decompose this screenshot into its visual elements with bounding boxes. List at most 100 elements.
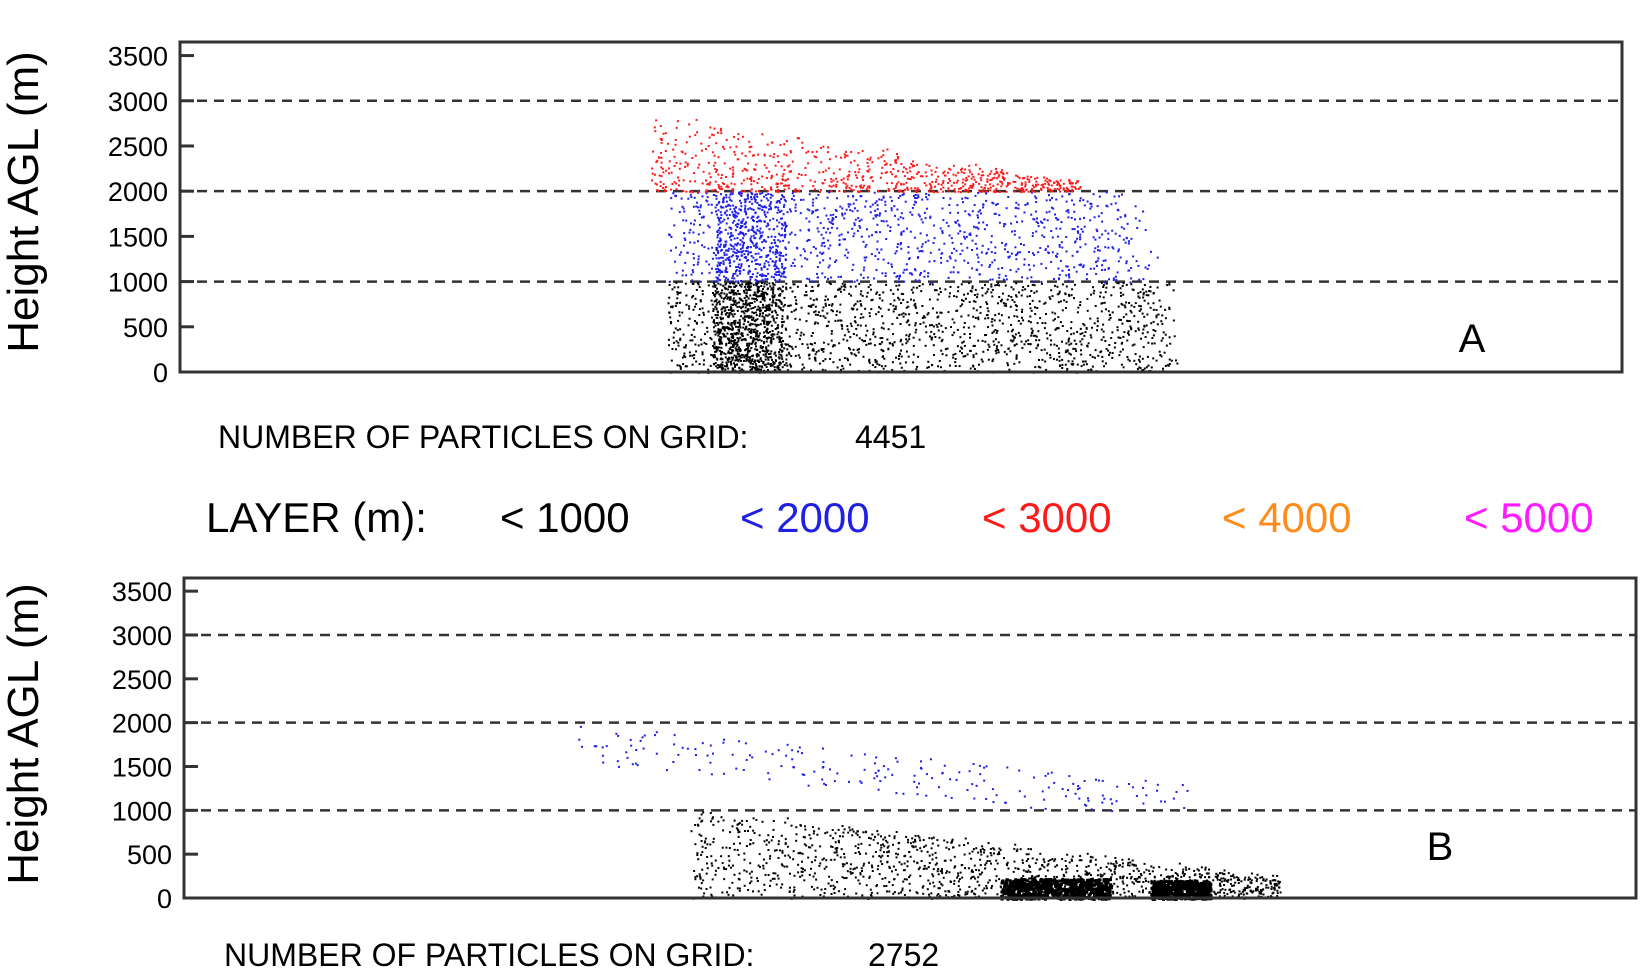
- particle-point: [748, 360, 751, 363]
- particle-point: [858, 225, 861, 227]
- particle-point: [1029, 315, 1032, 318]
- particle-point: [826, 151, 829, 154]
- particle-point: [994, 246, 997, 249]
- particle-point: [918, 338, 921, 341]
- particle-point: [801, 146, 804, 149]
- particle-point: [941, 330, 944, 333]
- particle-point: [929, 324, 931, 327]
- particle-point: [902, 170, 905, 173]
- particle-point: [739, 272, 741, 275]
- particle-point: [700, 216, 703, 219]
- particle-point: [1079, 327, 1082, 330]
- particle-point: [1121, 285, 1124, 287]
- particle-point: [856, 209, 859, 212]
- particle-point: [963, 322, 966, 324]
- particle-point: [693, 172, 695, 175]
- particle-point: [747, 229, 750, 232]
- particle-point: [737, 282, 740, 284]
- particle-point: [1116, 271, 1119, 274]
- particle-point: [805, 294, 808, 297]
- particle-point: [1096, 329, 1099, 332]
- particle-point: [854, 321, 857, 324]
- particle-point: [879, 307, 882, 310]
- particle-point: [761, 349, 764, 352]
- particle-point: [1030, 176, 1033, 179]
- particle-point: [727, 247, 730, 250]
- particle-point: [681, 356, 684, 359]
- particle-point: [957, 211, 959, 214]
- particle-point: [981, 339, 984, 342]
- particle-point: [1094, 305, 1097, 307]
- particle-point: [1035, 197, 1038, 200]
- particle-point: [991, 324, 994, 327]
- particle-point: [976, 296, 979, 299]
- particle-point: [730, 248, 733, 251]
- particle-point: [982, 221, 985, 224]
- particle-point: [717, 183, 720, 186]
- particle-point: [845, 208, 848, 211]
- particle-point: [717, 270, 720, 273]
- particle-point: [1101, 360, 1104, 363]
- particle-point: [836, 197, 838, 200]
- particle-point: [755, 319, 757, 322]
- particle-point: [767, 272, 770, 275]
- particle-point: [739, 348, 742, 350]
- particle-point: [780, 332, 783, 334]
- particle-point: [705, 888, 708, 890]
- particle-point: [841, 212, 844, 215]
- particle-point: [1041, 358, 1044, 361]
- particle-point: [743, 253, 746, 256]
- particle-point: [849, 209, 852, 212]
- particle-point: [998, 284, 1001, 287]
- particle-point: [779, 368, 782, 371]
- particle-point: [1235, 876, 1238, 879]
- particle-point: [749, 304, 751, 307]
- particle-point: [994, 338, 997, 341]
- particle-point: [742, 317, 745, 320]
- particle-point: [740, 263, 743, 266]
- particle-point: [1033, 186, 1036, 189]
- particle-point: [1013, 362, 1016, 365]
- particle-point: [651, 167, 654, 170]
- particle-point: [757, 178, 760, 180]
- particle-point: [1005, 243, 1008, 246]
- particle-point: [1127, 890, 1130, 893]
- particle-point: [992, 184, 995, 187]
- particle-point: [838, 358, 841, 361]
- particle-point: [718, 346, 721, 349]
- particle-point: [1049, 199, 1051, 202]
- particle-point: [1018, 188, 1021, 191]
- particle-point: [880, 846, 883, 849]
- particle-point: [1029, 877, 1032, 880]
- particle-point: [1104, 340, 1107, 342]
- particle-point: [684, 356, 687, 358]
- particle-point: [727, 232, 730, 235]
- particle-point: [938, 360, 941, 362]
- particle-point: [767, 193, 770, 195]
- particle-point: [766, 293, 769, 296]
- particle-point: [791, 160, 794, 163]
- particle-point: [814, 849, 817, 852]
- particle-point: [1050, 289, 1053, 292]
- particle-point: [827, 227, 829, 230]
- particle-point: [821, 309, 824, 312]
- particle-point: [701, 195, 704, 198]
- particle-point: [1128, 269, 1131, 272]
- particle-point: [728, 214, 731, 217]
- particle-point: [1089, 334, 1092, 337]
- particle-point: [790, 355, 793, 358]
- particle-point: [1118, 234, 1121, 237]
- particle-point: [1038, 300, 1041, 303]
- particle-point: [734, 347, 737, 350]
- particle-point: [701, 272, 703, 275]
- particle-point: [1056, 181, 1059, 183]
- particle-point: [961, 347, 963, 350]
- particle-point: [671, 183, 674, 185]
- particle-point: [1168, 363, 1171, 365]
- particle-point: [685, 219, 688, 222]
- particle-point: [941, 230, 944, 233]
- particle-point: [760, 220, 763, 223]
- particle-point: [725, 240, 728, 243]
- particle-point: [930, 281, 933, 284]
- particle-point: [847, 203, 850, 206]
